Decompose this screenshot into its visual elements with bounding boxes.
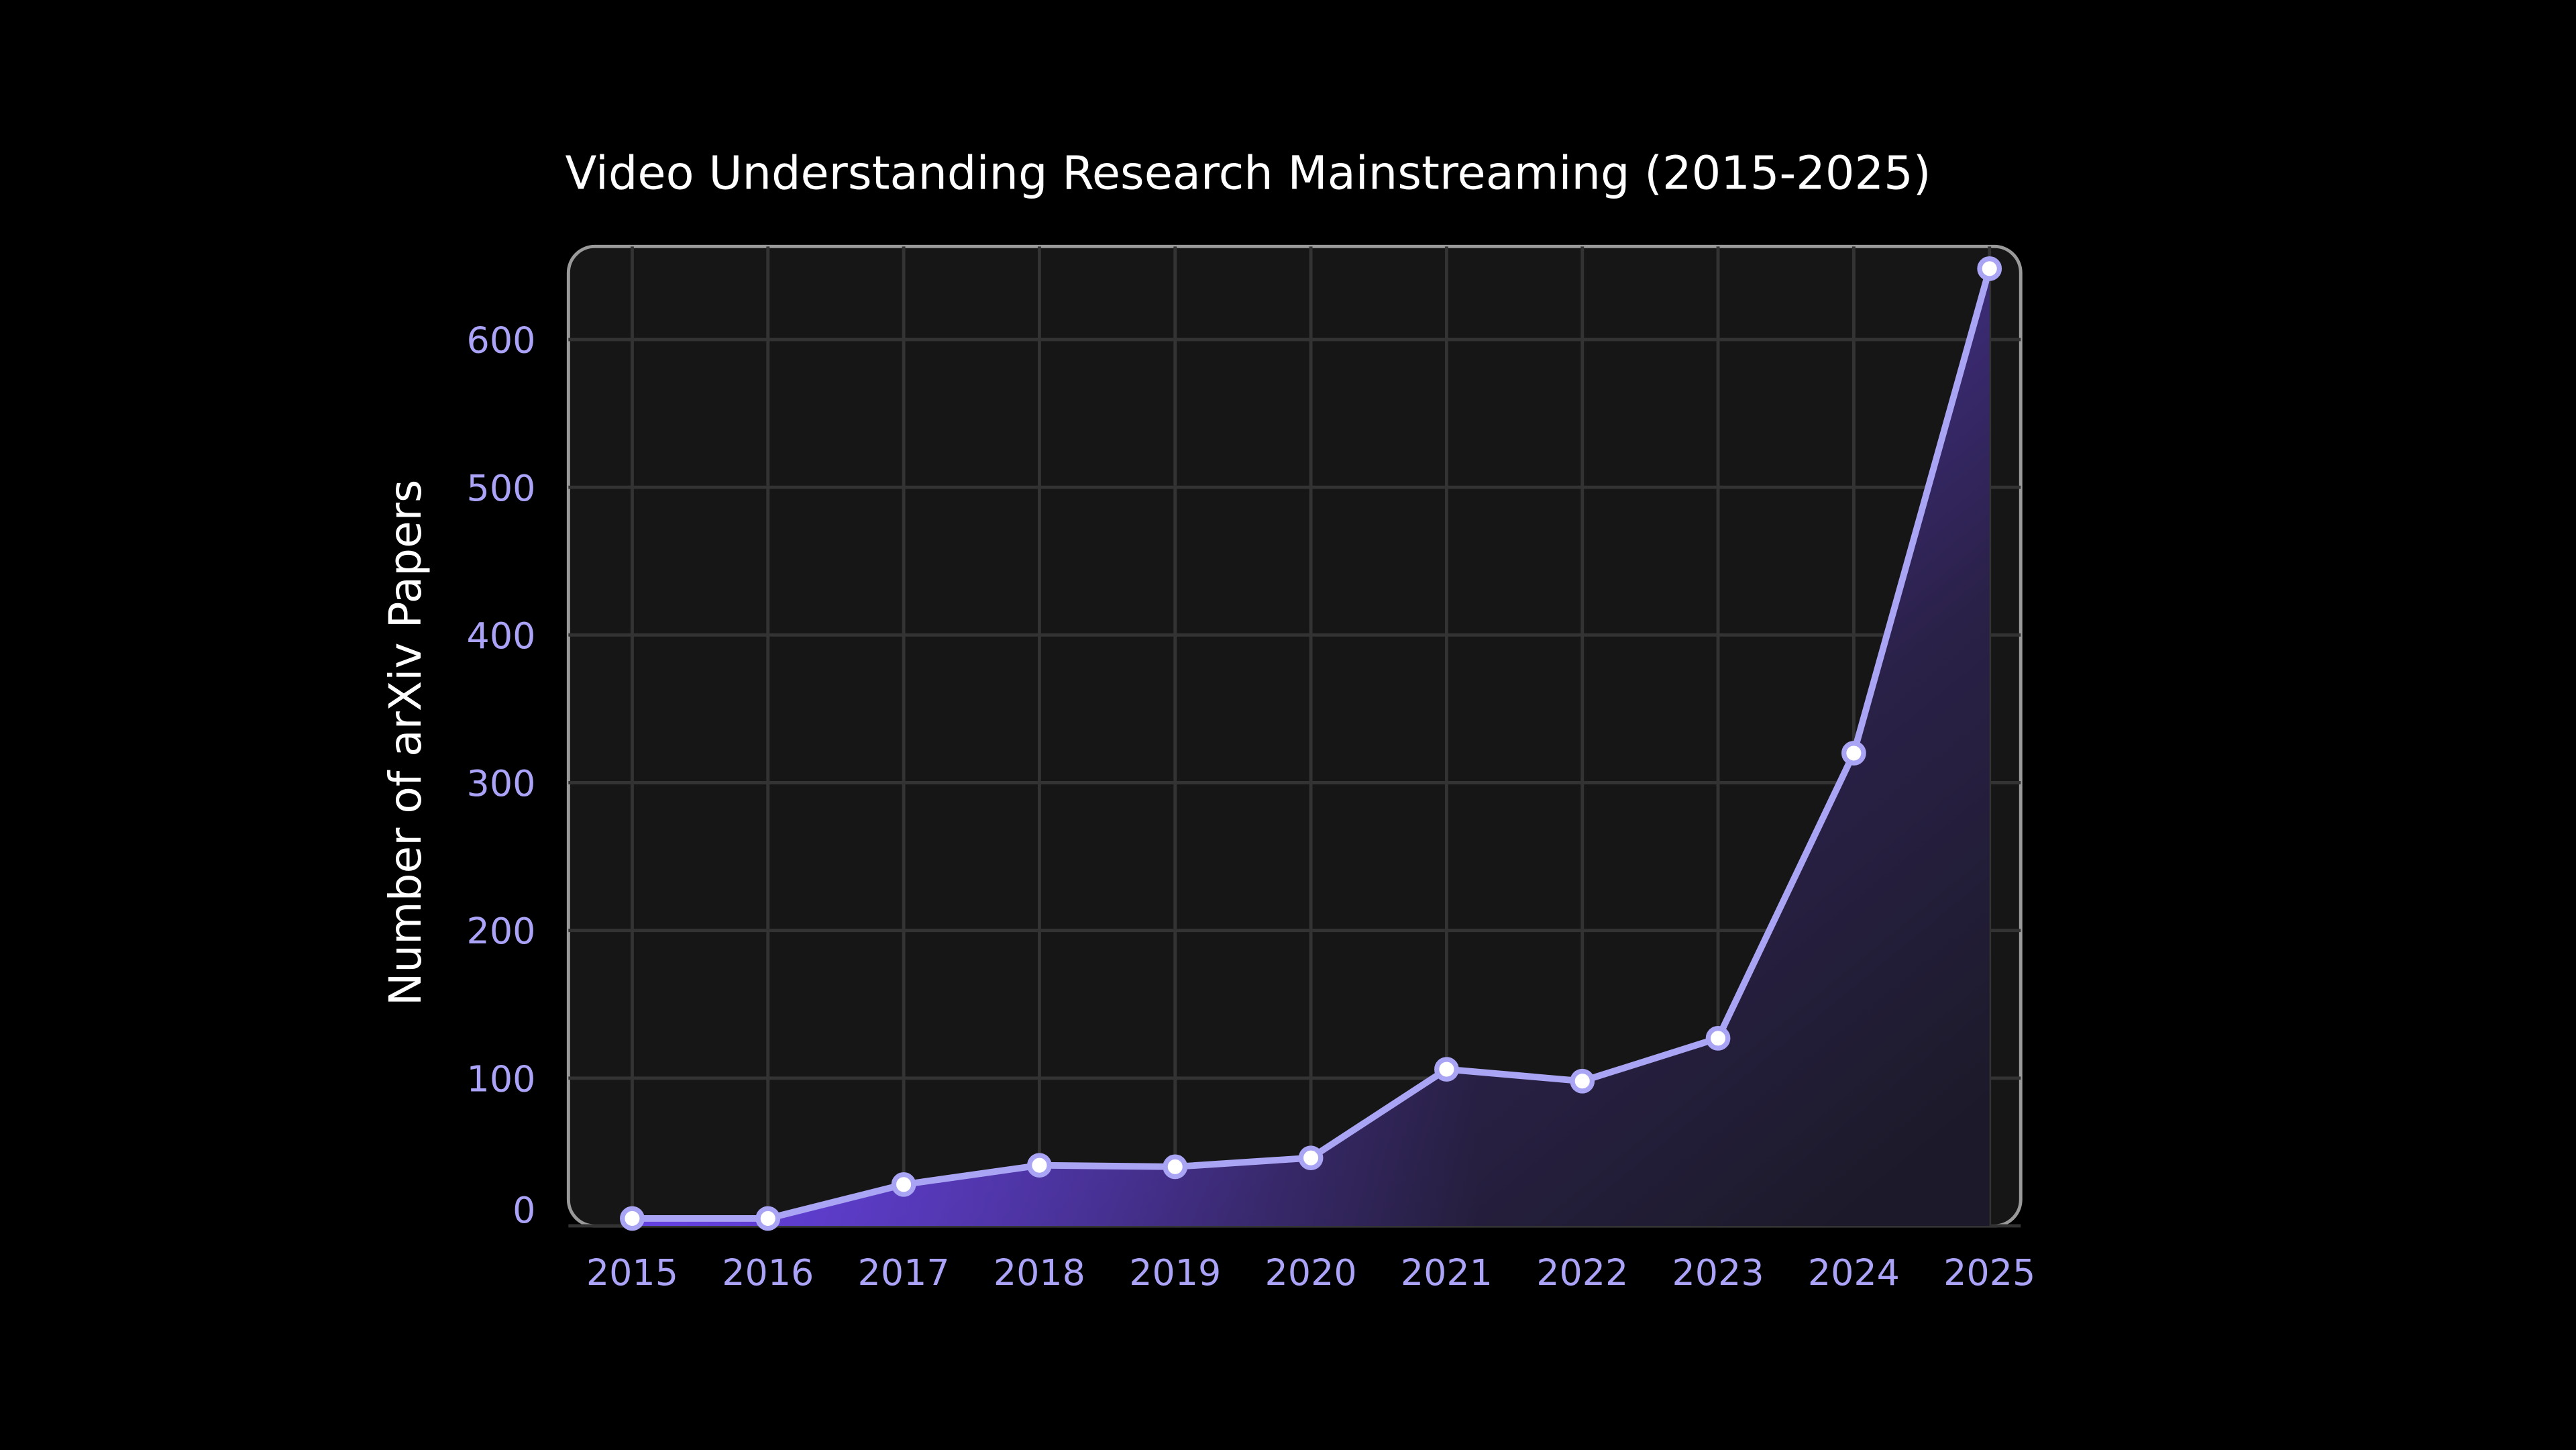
x-tick-label: 2025 xyxy=(1943,1251,2035,1294)
point xyxy=(1163,1154,1188,1180)
y-tick-label: 500 xyxy=(467,467,536,509)
x-tick-label: 2020 xyxy=(1265,1251,1357,1294)
point xyxy=(1298,1145,1324,1171)
point xyxy=(1434,1057,1459,1082)
point xyxy=(1977,256,2002,281)
point xyxy=(891,1172,916,1197)
y-tick-label: 400 xyxy=(467,615,536,657)
point xyxy=(620,1206,645,1231)
chart-title: Video Understanding Research Mainstreami… xyxy=(565,147,1931,201)
y-tick-label: 0 xyxy=(513,1189,535,1231)
y-tick-label: 100 xyxy=(467,1057,536,1100)
x-tick-label: 2018 xyxy=(994,1251,1085,1294)
point xyxy=(755,1206,781,1231)
x-tick-label: 2021 xyxy=(1401,1251,1493,1294)
point xyxy=(1570,1068,1595,1094)
x-tick-label: 2017 xyxy=(858,1251,950,1294)
x-tick-label: 2024 xyxy=(1808,1251,1900,1294)
point xyxy=(1841,741,1866,766)
x-tick-label: 2022 xyxy=(1536,1251,1628,1294)
point xyxy=(1705,1025,1731,1051)
x-tick-label: 2015 xyxy=(586,1251,678,1294)
y-tick-label: 300 xyxy=(467,762,536,805)
y-tick-label: 200 xyxy=(467,910,536,952)
y-tick-label: 600 xyxy=(467,319,536,362)
x-tick-label: 2019 xyxy=(1129,1251,1221,1294)
area-highlight xyxy=(632,268,1990,1226)
x-tick-label: 2023 xyxy=(1672,1251,1764,1294)
y-axis-label: Number of arXiv Papers xyxy=(380,480,431,1006)
x-tick-label: 2016 xyxy=(722,1251,814,1294)
point xyxy=(1027,1153,1052,1178)
